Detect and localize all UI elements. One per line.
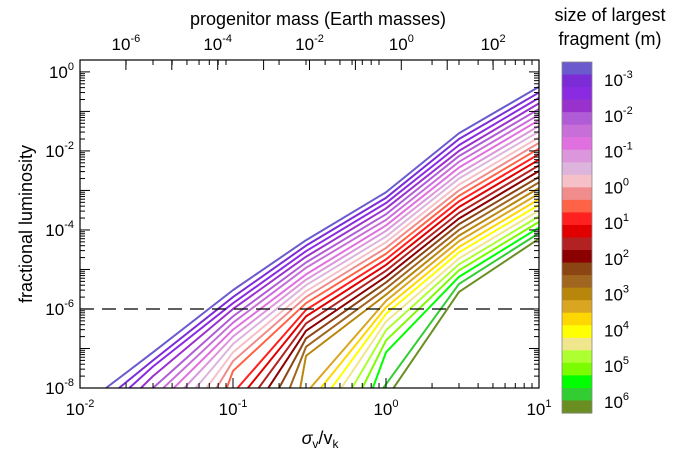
colorbar-swatch-27 — [562, 400, 592, 413]
top-tick-label-2: 10-2 — [295, 33, 324, 54]
colorbar-swatch-2 — [562, 87, 592, 100]
x-axis-title: σv/vk — [302, 428, 340, 451]
colorbar-swatch-6 — [562, 137, 592, 150]
colorbar-swatch-5 — [562, 125, 592, 138]
colorbar-swatch-9 — [562, 175, 592, 188]
colorbar-tick-label-2: 10-1 — [604, 141, 633, 162]
y-axis-title: fractional luminosity — [16, 145, 36, 303]
x-tick-label-3: 101 — [526, 398, 551, 419]
colorbar-tick-label-3: 100 — [604, 176, 629, 197]
colorbar-swatch-8 — [562, 162, 592, 175]
colorbar-swatch-10 — [562, 187, 592, 200]
x-tick-label-0: 10-2 — [66, 398, 95, 419]
y-tick-label-4: 100 — [49, 61, 74, 82]
colorbar-tick-label-9: 106 — [604, 391, 629, 412]
colorbar-swatch-18 — [562, 288, 592, 301]
y-tick-label-1: 10-6 — [45, 298, 74, 319]
colorbar-swatch-11 — [562, 200, 592, 213]
colorbar-swatch-19 — [562, 300, 592, 313]
y-tick-label-3: 10-2 — [45, 140, 74, 161]
top-tick-label-0: 10-6 — [112, 33, 141, 54]
top-tick-label-3: 100 — [389, 33, 414, 54]
colorbar-tick-label-0: 10-3 — [604, 69, 633, 90]
colorbar-swatch-15 — [562, 250, 592, 263]
colorbar-tick-label-7: 104 — [604, 319, 629, 340]
colorbar-swatch-23 — [562, 350, 592, 363]
colorbar-tick-label-8: 105 — [604, 355, 629, 376]
colorbar-tick-label-4: 101 — [604, 212, 629, 233]
series-line-25 — [373, 228, 539, 388]
colorbar-swatch-24 — [562, 363, 592, 376]
top-axis-title: progenitor mass (Earth masses) — [190, 9, 446, 29]
colorbar-swatch-21 — [562, 325, 592, 338]
colorbar-title-line2: fragment (m) — [558, 29, 661, 49]
colorbar-swatch-3 — [562, 100, 592, 113]
y-tick-label-2: 10-4 — [45, 219, 74, 240]
colorbar-swatch-25 — [562, 375, 592, 388]
colorbar-swatch-22 — [562, 338, 592, 351]
colorbar-swatch-13 — [562, 225, 592, 238]
colorbar-swatch-17 — [562, 275, 592, 288]
x-tick-label-1: 10-1 — [219, 398, 248, 419]
colorbar-tick-label-5: 102 — [604, 248, 629, 269]
colorbar-swatch-12 — [562, 212, 592, 225]
colorbar-swatch-20 — [562, 313, 592, 326]
colorbar-swatch-4 — [562, 112, 592, 125]
colorbar-swatch-16 — [562, 263, 592, 276]
colorbar-tick-label-1: 10-2 — [604, 105, 633, 126]
x-tick-label-2: 100 — [373, 398, 398, 419]
series-layer — [106, 87, 539, 388]
y-tick-label-0: 10-8 — [45, 377, 74, 398]
colorbar: 10-3 10-2 10-1 100 101 102 103 104 105 106 — [562, 62, 633, 414]
colorbar-swatch-7 — [562, 150, 592, 163]
colorbar-swatch-26 — [562, 388, 592, 401]
top-tick-label-1: 10-4 — [203, 33, 232, 54]
colorbar-swatch-1 — [562, 75, 592, 88]
top-tick-label-4: 102 — [481, 33, 506, 54]
colorbar-tick-label-6: 103 — [604, 284, 629, 305]
colorbar-swatch-0 — [562, 62, 592, 75]
colorbar-swatch-14 — [562, 238, 592, 251]
colorbar-title-line1: size of largest — [554, 5, 665, 25]
